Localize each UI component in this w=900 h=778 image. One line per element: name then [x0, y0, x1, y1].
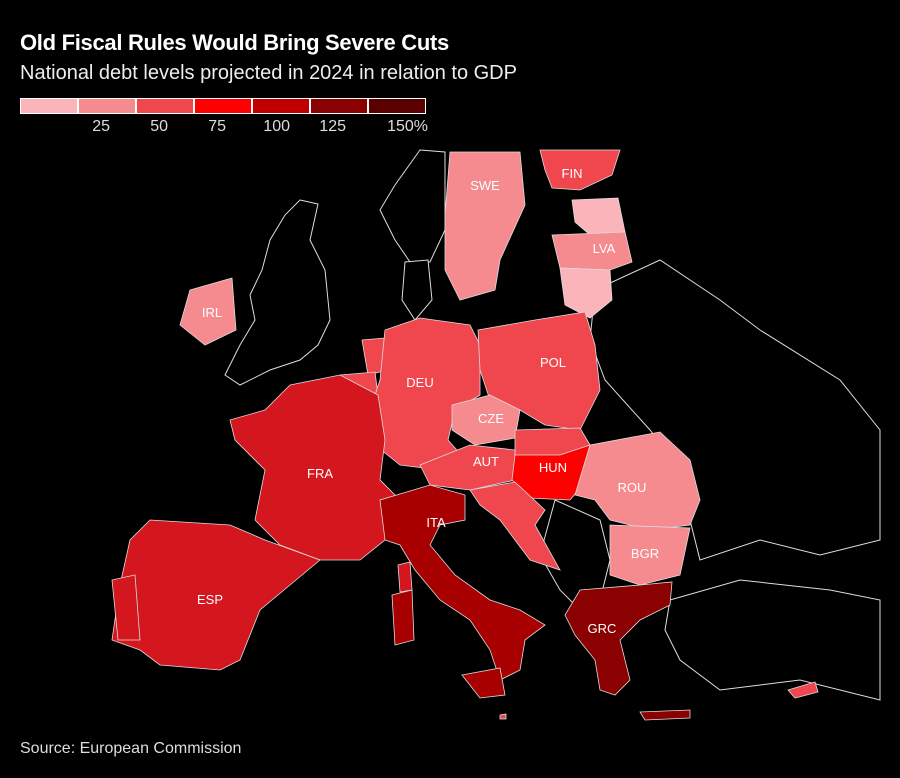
legend-swatch-2	[136, 98, 194, 114]
label-bgr: BGR	[631, 546, 659, 561]
label-grc: GRC	[588, 621, 617, 636]
legend-swatch-0	[20, 98, 78, 114]
legend-swatch-1	[78, 98, 136, 114]
country-ita	[379, 484, 546, 681]
country-grc	[564, 581, 673, 696]
label-irl: IRL	[202, 305, 222, 320]
legend-label-50: 50	[150, 118, 168, 135]
legend-label-125: 125	[319, 118, 346, 135]
legend-swatch-6	[368, 98, 426, 114]
legend-label-100: 100	[263, 118, 290, 135]
source-note: Source: European Commission	[20, 740, 242, 757]
country-est	[571, 197, 626, 236]
island-corsica	[397, 561, 413, 593]
country-slo-cro	[469, 481, 561, 571]
label-hun: HUN	[539, 460, 567, 475]
country-bgr	[609, 524, 691, 586]
label-swe: SWE	[470, 178, 500, 193]
country-fin	[539, 149, 621, 191]
label-ita: ITA	[426, 515, 446, 530]
island-crete	[639, 709, 691, 721]
turkey-outline	[664, 579, 881, 701]
label-lva: LVA	[593, 241, 616, 256]
country-prt	[111, 574, 141, 641]
legend-label-25: 25	[92, 118, 110, 135]
label-pol: POL	[540, 355, 566, 370]
legend-swatch-3	[194, 98, 252, 114]
label-deu: DEU	[406, 375, 433, 390]
eastern-europe-outline	[589, 259, 881, 561]
island-malta	[499, 713, 507, 720]
country-swe	[444, 151, 526, 301]
legend-swatch-4	[252, 98, 310, 114]
label-esp: ESP	[197, 592, 223, 607]
island-sardinia	[391, 589, 415, 646]
label-rou: ROU	[618, 480, 647, 495]
chart-subtitle: National debt levels projected in 2024 i…	[20, 62, 517, 84]
legend-label-75: 75	[208, 118, 226, 135]
country-lva	[551, 231, 633, 271]
chart-title: Old Fiscal Rules Would Bring Severe Cuts	[20, 30, 449, 55]
label-aut: AUT	[473, 454, 499, 469]
island-sicily	[461, 667, 506, 699]
legend-label-150: 150%	[387, 118, 428, 135]
norway-outline	[379, 149, 446, 263]
country-fra	[229, 374, 396, 561]
label-cze: CZE	[478, 411, 504, 426]
label-fra: FRA	[307, 466, 333, 481]
great-britain-outline	[224, 199, 331, 386]
denmark-outline	[401, 259, 433, 321]
island-cyprus	[787, 681, 819, 699]
country-ltu	[559, 267, 613, 319]
country-irl	[179, 277, 237, 346]
label-fin: FIN	[562, 166, 583, 181]
legend-swatch-5	[310, 98, 368, 114]
